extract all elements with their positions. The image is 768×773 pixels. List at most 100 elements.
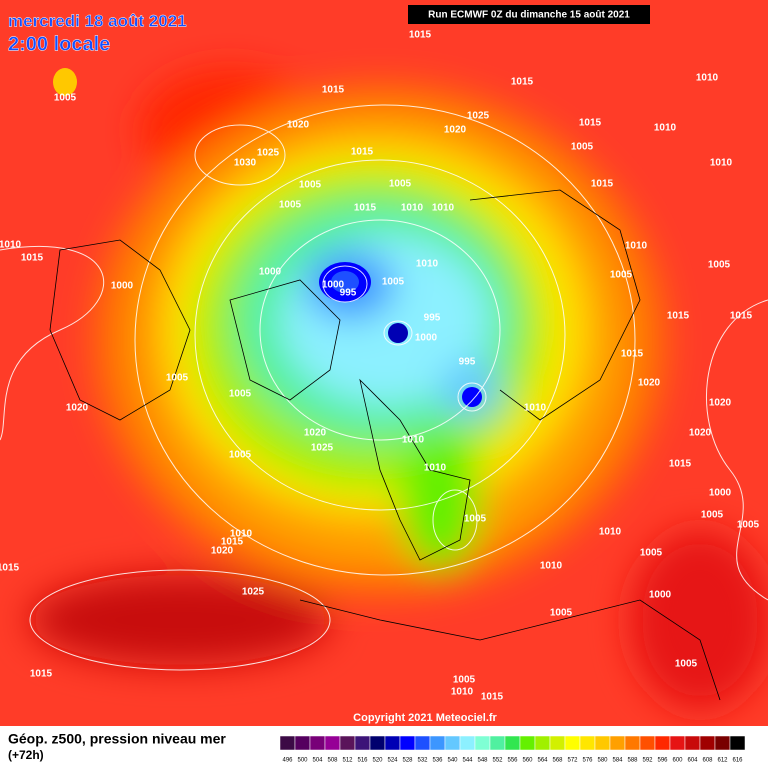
isobar-label: 1025 <box>467 111 490 122</box>
colorbar-swatch <box>579 735 596 751</box>
isobar-label: 1005 <box>550 608 573 619</box>
colorbar-label: 516 <box>357 758 368 764</box>
isobar-label: 1030 <box>234 158 257 169</box>
isobar-label: 1005 <box>708 260 731 271</box>
colorbar-label: 500 <box>297 758 308 764</box>
isobar-label: 1015 <box>579 118 602 129</box>
colorbar-swatch <box>729 735 746 751</box>
colorbar-label: 528 <box>402 758 413 764</box>
colorbar-label: 596 <box>657 758 668 764</box>
colorbar-label: 540 <box>447 758 458 764</box>
isobar-label: 1005 <box>640 548 663 559</box>
run-info: Run ECMWF 0Z du dimanche 15 août 2021 <box>428 10 630 21</box>
colorbar-label: 588 <box>627 758 638 764</box>
isobar-label: 1015 <box>667 311 690 322</box>
isobar-label: 1020 <box>689 428 712 439</box>
isobar-label: 1020 <box>638 378 661 389</box>
isobar-label: 1010 <box>0 240 22 251</box>
isobar-label: 1015 <box>409 30 432 41</box>
isobar-label: 1015 <box>351 147 374 158</box>
isobar-label: 1000 <box>259 267 282 278</box>
colorbar-label: 512 <box>342 758 353 764</box>
isobar-label: 1015 <box>322 85 345 96</box>
colorbar-swatch <box>684 735 701 751</box>
colorbar-label: 532 <box>417 758 428 764</box>
colorbar-label: 544 <box>462 758 473 764</box>
isobar-label: 1020 <box>66 403 89 414</box>
isobar-label: 1005 <box>571 142 594 153</box>
isobar-label: 1025 <box>242 587 265 598</box>
isobar-label: 1005 <box>166 373 189 384</box>
isobar-label: 1010 <box>710 158 733 169</box>
isobar-label: 1010 <box>432 203 455 214</box>
isobar-label: 1005 <box>453 675 476 686</box>
isobar-label: 1000 <box>709 488 732 499</box>
isobar-label: 995 <box>424 313 441 324</box>
isobar-label: 1005 <box>229 389 252 400</box>
colorbar-label: 604 <box>687 758 698 764</box>
colorbar-swatch <box>489 735 506 751</box>
date-title: mercredi 18 août 2021 <box>8 11 187 30</box>
colorbar-swatch <box>519 735 536 751</box>
isobar-label: 1010 <box>696 73 719 84</box>
colorbar-label: 548 <box>477 758 488 764</box>
isobar-label: 1005 <box>382 277 405 288</box>
colorbar-label: 608 <box>702 758 713 764</box>
colorbar-label: 556 <box>507 758 518 764</box>
colorbar-swatch <box>594 735 611 751</box>
colorbar-swatch <box>369 735 386 751</box>
isobar-label: 1005 <box>279 200 302 211</box>
colorbar-label: 576 <box>582 758 593 764</box>
isobar-label: 1015 <box>669 459 692 470</box>
isobar-label: 1010 <box>540 561 563 572</box>
isobar-label: 1000 <box>649 590 672 601</box>
isobar-label: 1010 <box>599 527 622 538</box>
isobar-label: 1015 <box>481 692 504 703</box>
colorbar-swatch <box>669 735 686 751</box>
isobar-label: 1015 <box>511 77 534 88</box>
isobar-label: 1000 <box>111 281 134 292</box>
isobar-label: 995 <box>459 357 476 368</box>
isobar-label: 1015 <box>30 669 53 680</box>
colorbar-swatch <box>564 735 581 751</box>
colorbar-swatch <box>714 735 731 751</box>
local-time: 2:00 locale <box>8 33 110 55</box>
colorbar: 496 500 504 508 512 516 520 524 528 532 536 540 544 5… <box>279 735 746 764</box>
colorbar-swatch <box>279 735 296 751</box>
geopotential-field <box>0 0 768 726</box>
colorbar-label: 572 <box>567 758 578 764</box>
colorbar-label: 552 <box>492 758 503 764</box>
colorbar-swatch <box>309 735 326 751</box>
isobar-label: 1020 <box>444 125 467 136</box>
isobar-label: 1005 <box>54 93 77 104</box>
isobar-label: 1015 <box>0 563 20 574</box>
colorbar-label: 600 <box>672 758 683 764</box>
isobar-label: 1020 <box>304 428 327 439</box>
isobar-label: 1025 <box>257 148 280 159</box>
isobar-label: 1005 <box>737 520 760 531</box>
colorbar-label: 564 <box>537 758 548 764</box>
isobar-label: 995 <box>340 288 357 299</box>
isobar-label: 1015 <box>621 349 644 360</box>
colorbar-swatch <box>339 735 356 751</box>
colorbar-swatch <box>384 735 401 751</box>
coastlines <box>49 189 721 701</box>
isobars <box>0 104 768 671</box>
colorbar-label: 504 <box>312 758 323 764</box>
isobar-label: 1000 <box>415 333 438 344</box>
isobar-label: 1025 <box>311 443 334 454</box>
isobar-label: 1010 <box>424 463 447 474</box>
colorbar-label: 496 <box>282 758 293 764</box>
isobar-label: 1005 <box>675 659 698 670</box>
colorbar-swatch <box>414 735 431 751</box>
isobar-label: 1010 <box>524 403 547 414</box>
colorbar-swatch <box>549 735 566 751</box>
colorbar-label: 524 <box>387 758 398 764</box>
colorbar-label: 580 <box>597 758 608 764</box>
colorbar-swatch <box>444 735 461 751</box>
isobar-label: 1005 <box>389 179 412 190</box>
colorbar-swatch <box>429 735 446 751</box>
colorbar-label: 616 <box>732 758 743 764</box>
copyright: Copyright 2021 Meteociel.fr <box>353 712 497 724</box>
